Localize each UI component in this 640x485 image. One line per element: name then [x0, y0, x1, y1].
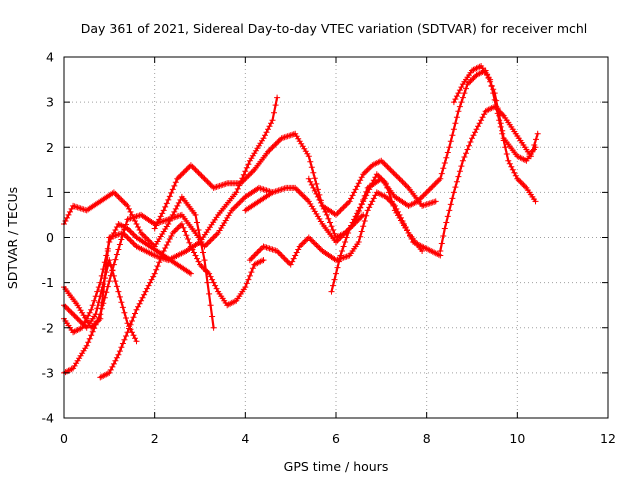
- series-track-6: [97, 221, 267, 381]
- y-tick-label: 2: [46, 140, 54, 155]
- x-tick-label: 6: [332, 431, 340, 446]
- y-axis-label: SDTVAR / TECUs: [5, 187, 20, 289]
- x-tick-label: 12: [600, 431, 616, 446]
- y-tick-label: -1: [42, 275, 54, 290]
- series-markers: [97, 221, 267, 381]
- y-tick-label: 0: [46, 230, 54, 245]
- y-tick-label: -2: [42, 320, 54, 335]
- x-tick-label: 4: [241, 431, 249, 446]
- y-tick-label: -4: [42, 411, 55, 426]
- x-axis-label: GPS time / hours: [284, 459, 389, 474]
- series-markers: [450, 63, 539, 205]
- y-tick-label: -3: [42, 365, 54, 380]
- chart-title: Day 361 of 2021, Sidereal Day-to-day VTE…: [81, 21, 588, 36]
- x-tick-label: 0: [60, 431, 68, 446]
- x-tick-label: 2: [151, 431, 159, 446]
- x-tick-label: 10: [509, 431, 525, 446]
- y-tick-label: 4: [46, 50, 54, 65]
- series-markers: [151, 130, 439, 232]
- series-track-7: [151, 130, 439, 232]
- y-tick-label: 3: [46, 95, 54, 110]
- series-track-13: [450, 63, 539, 205]
- x-tick-label: 8: [423, 431, 431, 446]
- y-tick-label: 1: [46, 185, 54, 200]
